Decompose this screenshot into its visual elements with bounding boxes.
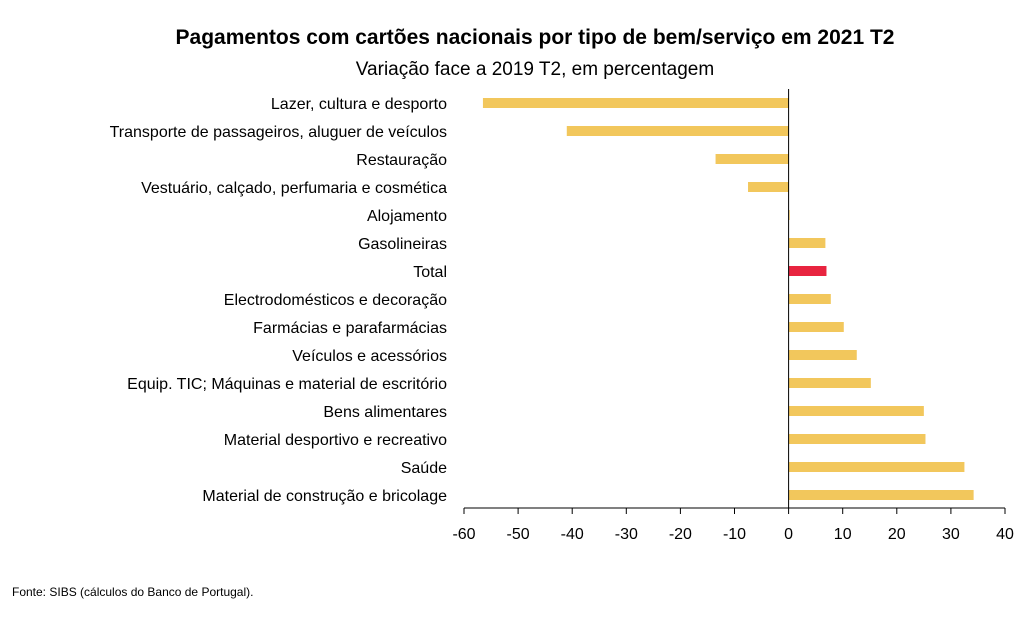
x-tick-label: -30 bbox=[615, 526, 638, 543]
chart-title: Pagamentos com cartões nacionais por tip… bbox=[175, 26, 895, 49]
category-label: Saúde bbox=[401, 460, 447, 477]
bar bbox=[788, 294, 831, 304]
bar bbox=[566, 126, 789, 136]
x-tick-label: -60 bbox=[452, 526, 475, 543]
x-tick-label: 10 bbox=[834, 526, 852, 543]
category-label: Electrodomésticos e decoração bbox=[224, 292, 447, 309]
category-label: Transporte de passageiros, aluguer de ve… bbox=[110, 124, 447, 141]
category-label: Gasolineiras bbox=[358, 236, 447, 253]
category-label: Vestuário, calçado, perfumaria e cosméti… bbox=[141, 180, 447, 197]
category-label: Restauração bbox=[356, 152, 447, 169]
category-label: Material de construção e bricolage bbox=[202, 488, 447, 505]
bar bbox=[715, 154, 789, 164]
bar bbox=[788, 350, 857, 360]
x-tick-label: 20 bbox=[888, 526, 906, 543]
x-tick-label: 0 bbox=[784, 526, 793, 543]
x-tick-label: -10 bbox=[723, 526, 746, 543]
category-label: Farmácias e parafarmácias bbox=[253, 320, 447, 337]
category-label: Bens alimentares bbox=[323, 404, 447, 421]
x-tick-label: -50 bbox=[507, 526, 530, 543]
chart-subtitle: Variação face a 2019 T2, em percentagem bbox=[355, 59, 715, 80]
category-label: Veículos e acessórios bbox=[292, 348, 447, 365]
bar bbox=[788, 490, 974, 500]
category-label: Equip. TIC; Máquinas e material de escri… bbox=[127, 376, 447, 393]
x-tick-label: -20 bbox=[669, 526, 692, 543]
bar bbox=[748, 182, 789, 192]
category-label: Alojamento bbox=[367, 208, 447, 225]
x-tick-label: -40 bbox=[561, 526, 584, 543]
category-label: Material desportivo e recreativo bbox=[224, 432, 447, 449]
bar bbox=[788, 210, 790, 220]
x-tick-label: 30 bbox=[942, 526, 960, 543]
bar bbox=[788, 238, 826, 248]
bar bbox=[788, 406, 924, 416]
category-label: Lazer, cultura e desporto bbox=[271, 96, 447, 113]
x-tick-label: 40 bbox=[996, 526, 1014, 543]
bar bbox=[788, 322, 844, 332]
bar bbox=[482, 98, 789, 108]
category-label: Total bbox=[413, 264, 447, 281]
bar bbox=[788, 266, 827, 276]
source-note: Fonte: SIBS (cálculos do Banco de Portug… bbox=[12, 585, 254, 599]
bar bbox=[788, 462, 965, 472]
bar bbox=[788, 434, 926, 444]
bar bbox=[788, 378, 871, 388]
